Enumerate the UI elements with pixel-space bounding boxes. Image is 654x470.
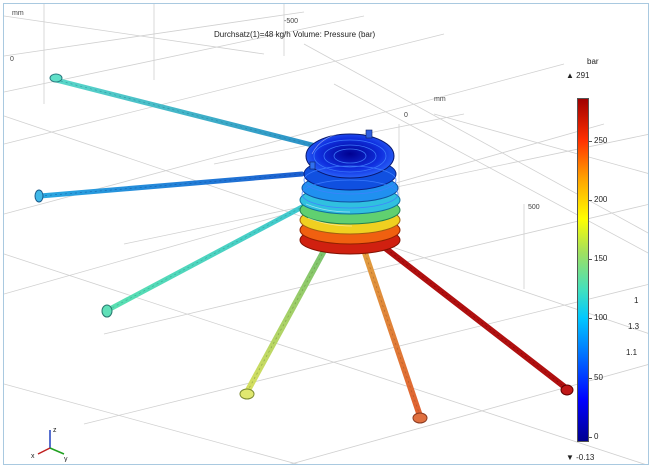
triad-y-label: y <box>64 456 68 462</box>
triad-x-label: x <box>31 453 35 460</box>
axis-tick-top: -500 <box>284 18 299 25</box>
graphics-window[interactable]: mm -500 0 mm 0 500 Durchsatz(1)=48 kg/h … <box>3 3 649 465</box>
pipe-bottom-left <box>239 233 335 400</box>
axis-tick-right: 500 <box>528 204 540 211</box>
pipe-upper-left <box>49 73 319 149</box>
colorbar-min-label: ▼ -0.13 <box>566 453 595 462</box>
triad-z-label: z <box>53 427 57 434</box>
central-vessel <box>299 129 401 255</box>
colorbar-unit: bar <box>587 57 599 66</box>
axis-tick-left: 0 <box>10 56 14 63</box>
axis-tick-mid: 0 <box>404 112 408 119</box>
colorbar-tick-50: 50 <box>588 373 603 382</box>
pipe-left <box>34 171 305 203</box>
axis-unit-label-mid: mm <box>434 96 446 103</box>
colorbar-max-label: ▲ 291 <box>566 71 590 80</box>
plot-title: Durchsatz(1)=48 kg/h Volume: Pressure (b… <box>214 30 376 39</box>
3d-plot-viewport[interactable] <box>4 4 649 465</box>
pipe-right <box>377 241 574 396</box>
colorbar-tick-200: 200 <box>587 195 608 204</box>
colorbar-gradient <box>577 98 589 442</box>
colorbar-tick-0: 0 <box>587 432 599 441</box>
pipe-lower-left <box>101 203 307 318</box>
side-label-2: 1.3 <box>628 322 640 331</box>
side-label-1: 1 <box>634 296 639 305</box>
axis-unit-label-top-left: mm <box>12 10 24 17</box>
colorbar-tick-150: 150 <box>587 254 608 263</box>
axis-triad-icon: z x y <box>31 427 68 462</box>
colorbar-tick-250: 250 <box>587 136 608 145</box>
pipe-bottom-right <box>359 241 428 424</box>
side-label-3: 1.1 <box>626 348 638 357</box>
colorbar-tick-100: 100 <box>587 313 608 322</box>
